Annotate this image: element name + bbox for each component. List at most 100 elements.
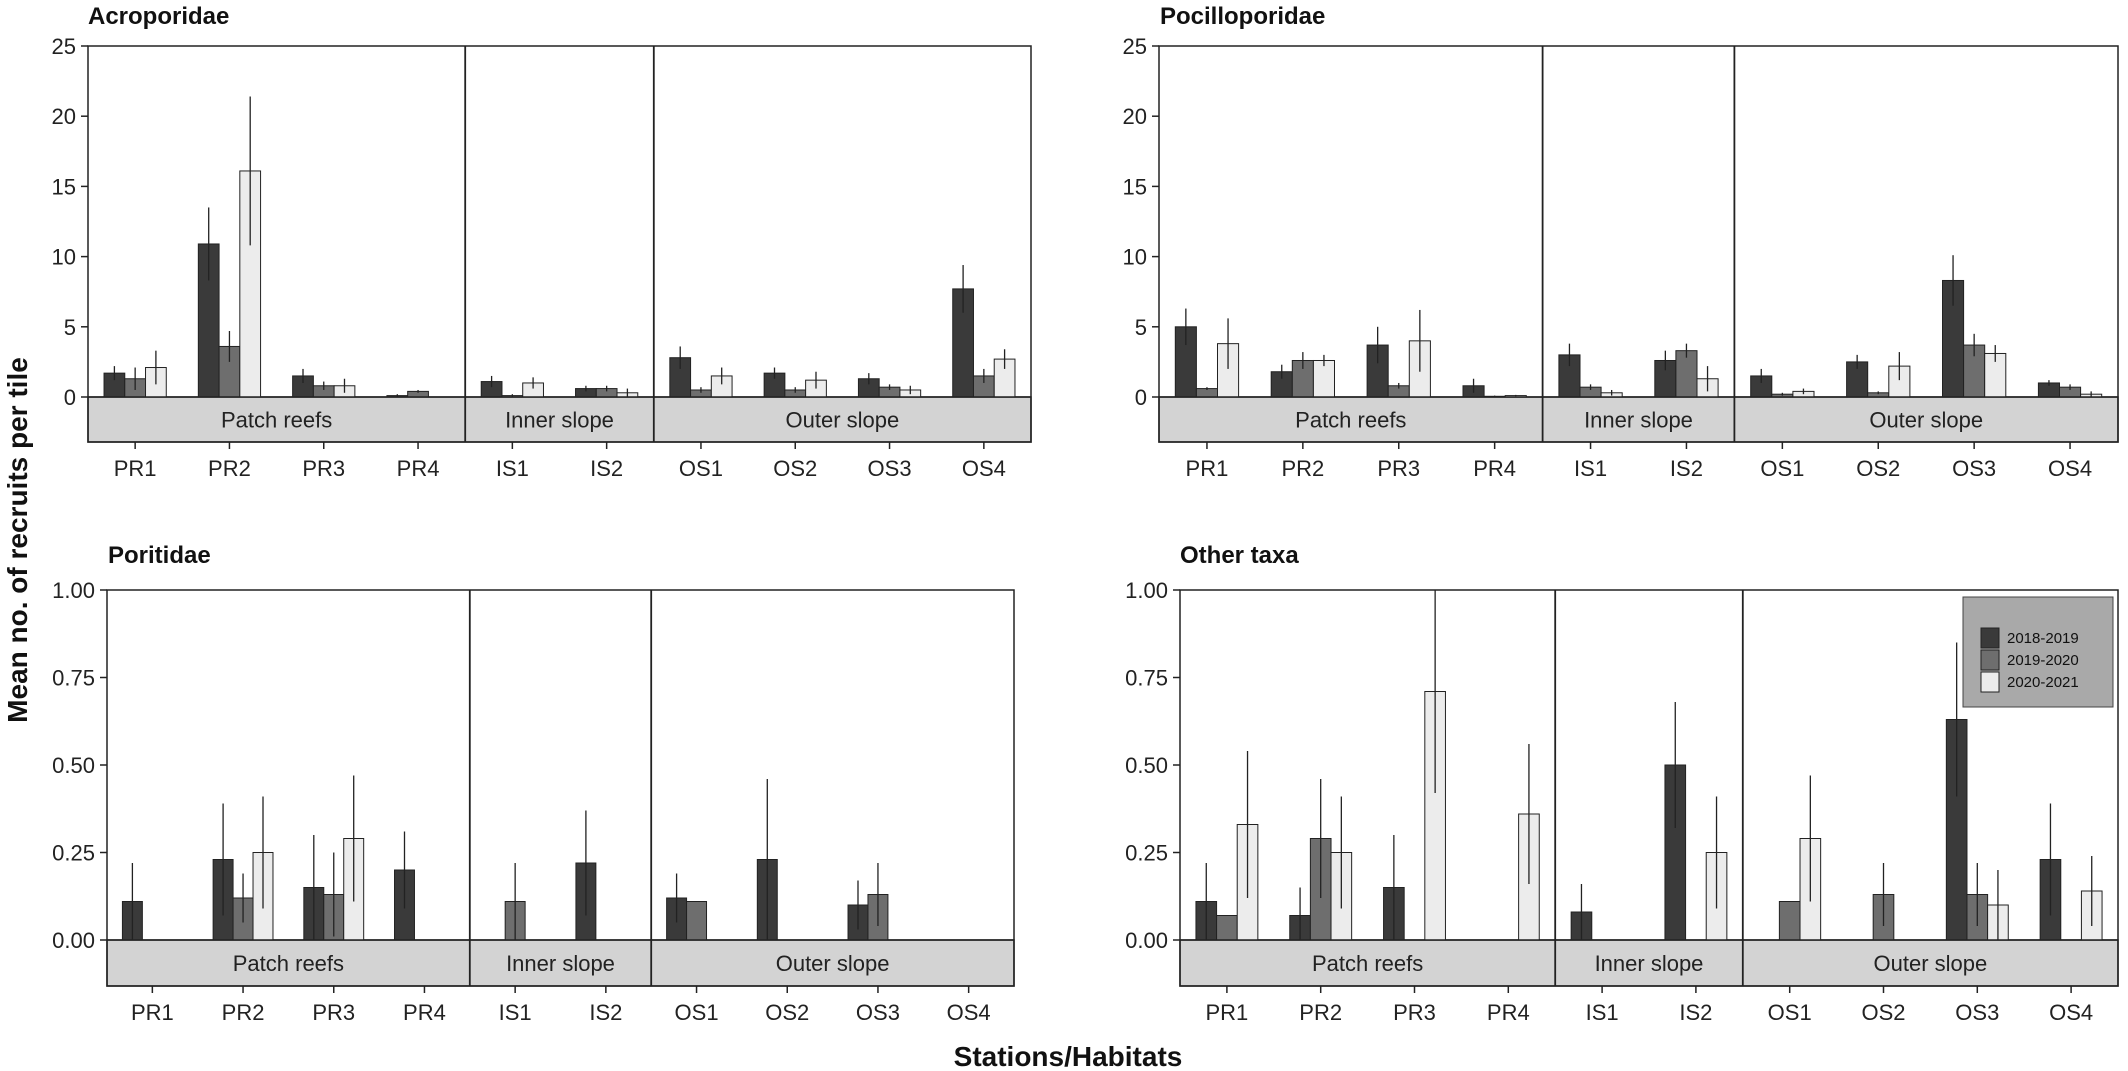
x-tick-label: IS2 — [590, 456, 623, 481]
habitat-strip — [106, 939, 1015, 987]
bar-os1-2019-2020 — [1778, 901, 1801, 941]
y-tick-label: 0.00 — [1125, 928, 1168, 953]
x-tick-label: PR2 — [222, 1000, 265, 1025]
habitat-label: Patch reefs — [233, 951, 344, 976]
x-tick-label: PR4 — [1473, 456, 1516, 481]
x-tick-label: PR1 — [114, 456, 157, 481]
y-tick-label: 10 — [1123, 245, 1147, 270]
x-tick-label: OS1 — [675, 1000, 719, 1025]
x-tick-label: IS1 — [1574, 456, 1607, 481]
panel-4: Other taxa 0.00 0.25 0.50 0.75 1.00 Patch reef… — [1125, 542, 2119, 1025]
x-tick-label: PR3 — [302, 456, 345, 481]
bar-os1-2019-2020 — [686, 901, 708, 941]
x-tick-label: PR4 — [403, 1000, 446, 1025]
panel-frame — [106, 589, 1015, 987]
panel-2: Pocilloporidae 0 5 10 15 20 25 Patch reefs Inner… — [1123, 3, 2119, 481]
panel-3: Poritidae 0.00 0.25 0.50 0.75 1.00 Patch reefs… — [52, 542, 1015, 1025]
x-tick-label: PR3 — [1393, 1000, 1436, 1025]
x-tick-label: OS4 — [947, 1000, 991, 1025]
y-tick-label: 0 — [64, 385, 76, 410]
x-tick-label: OS2 — [773, 456, 817, 481]
legend: 2018-2019 2019-2020 2020-2021 — [1962, 596, 2114, 708]
habitat-label: Outer slope — [786, 408, 900, 433]
x-tick-label: OS3 — [868, 456, 912, 481]
habitat-label: Inner slope — [506, 951, 615, 976]
x-tick-label: OS2 — [1861, 1000, 1905, 1025]
x-tick-label: IS1 — [496, 456, 529, 481]
y-tick-label: 1.00 — [52, 578, 95, 603]
y-tick-label: 20 — [1123, 104, 1147, 129]
legend-label: 2018-2019 — [2007, 630, 2079, 647]
x-tick-label: OS3 — [856, 1000, 900, 1025]
y-tick-label: 0.50 — [52, 753, 95, 778]
panel-frame — [1158, 45, 2119, 443]
habitat-label: Outer slope — [1869, 408, 1983, 433]
legend-label: 2019-2020 — [2007, 652, 2079, 669]
x-tick-label: PR1 — [131, 1000, 174, 1025]
x-tick-label: OS4 — [2049, 1000, 2093, 1025]
y-tick-label: 0.00 — [52, 928, 95, 953]
panel-frame — [87, 45, 1032, 443]
y-tick-label: 25 — [1123, 34, 1147, 59]
x-tick-label: OS4 — [2048, 456, 2092, 481]
x-tick-label: PR4 — [1487, 1000, 1530, 1025]
panels: Acroporidae 0 5 10 15 20 25 Patch reefs Inner sl… — [52, 3, 2119, 1025]
x-tick-label: IS1 — [499, 1000, 532, 1025]
habitat-label: Outer slope — [776, 951, 890, 976]
y-tick-label: 0.75 — [52, 666, 95, 691]
x-tick-label: OS2 — [765, 1000, 809, 1025]
habitat-strip — [1158, 396, 2119, 443]
panel-title: Other taxa — [1180, 542, 1299, 569]
x-tick-label: PR1 — [1206, 1000, 1249, 1025]
y-tick-label: 5 — [64, 315, 76, 340]
x-tick-label: PR2 — [1299, 1000, 1342, 1025]
y-tick-label: 15 — [52, 174, 76, 199]
y-tick-label: 10 — [52, 245, 76, 270]
y-axis-title: Mean no. of recruits per tile — [2, 357, 33, 723]
y-tick-label: 0.50 — [1125, 753, 1168, 778]
y-tick-label: 20 — [52, 104, 76, 129]
legend-swatch — [1980, 671, 2000, 693]
habitat-label: Patch reefs — [1295, 408, 1406, 433]
x-tick-label: IS2 — [589, 1000, 622, 1025]
bar-pr1-2019-2020 — [1216, 915, 1238, 941]
x-tick-label: OS3 — [1952, 456, 1996, 481]
x-tick-label: OS1 — [679, 456, 723, 481]
y-tick-label: 15 — [1123, 174, 1147, 199]
x-tick-label: PR2 — [1281, 456, 1324, 481]
habitat-strip — [1179, 939, 2119, 987]
panel-title: Pocilloporidae — [1160, 3, 1325, 30]
habitat-label: Inner slope — [505, 408, 614, 433]
y-tick-label: 0.25 — [1125, 841, 1168, 866]
x-tick-label: OS4 — [962, 456, 1006, 481]
panel-title: Acroporidae — [88, 3, 229, 30]
panel-1: Acroporidae 0 5 10 15 20 25 Patch reefs Inner sl… — [52, 3, 1032, 481]
habitat-strip — [87, 396, 1032, 443]
habitat-label: Patch reefs — [221, 408, 332, 433]
y-tick-label: 1.00 — [1125, 578, 1168, 603]
x-tick-label: OS1 — [1768, 1000, 1812, 1025]
x-tick-label: IS2 — [1670, 456, 1703, 481]
x-tick-label: OS3 — [1955, 1000, 1999, 1025]
y-tick-label: 0 — [1135, 385, 1147, 410]
habitat-label: Inner slope — [1595, 951, 1704, 976]
x-tick-label: PR3 — [1377, 456, 1420, 481]
y-tick-label: 5 — [1135, 315, 1147, 340]
panel-frame — [1179, 589, 2119, 987]
legend-label: 2020-2021 — [2007, 674, 2079, 691]
legend-swatch — [1980, 627, 2000, 649]
panel-title: Poritidae — [108, 542, 211, 569]
x-tick-label: PR1 — [1186, 456, 1229, 481]
y-tick-label: 25 — [52, 34, 76, 59]
x-tick-label: PR2 — [208, 456, 251, 481]
habitat-label: Outer slope — [1874, 951, 1988, 976]
x-tick-label: OS1 — [1760, 456, 1804, 481]
x-tick-label: IS1 — [1586, 1000, 1619, 1025]
x-axis-title: Stations/Habitats — [954, 1041, 1183, 1071]
legend-swatch — [1980, 649, 2000, 671]
habitat-label: Patch reefs — [1312, 951, 1423, 976]
x-tick-label: PR3 — [312, 1000, 355, 1025]
y-tick-label: 0.25 — [52, 841, 95, 866]
x-tick-label: OS2 — [1856, 456, 1900, 481]
